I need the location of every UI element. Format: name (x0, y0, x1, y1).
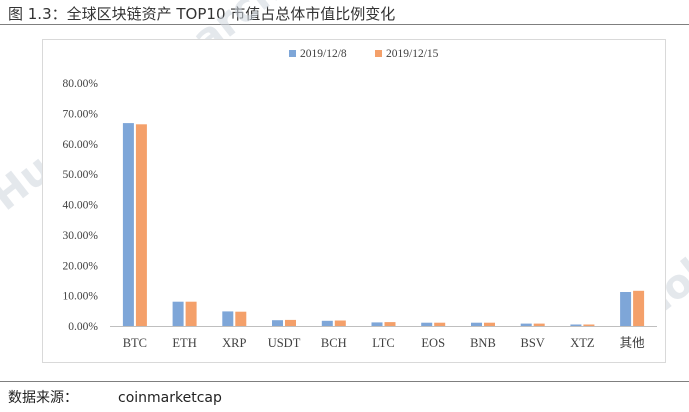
bar-其他-2019/12/15 (633, 290, 645, 326)
bar-EOS-2019/12/8 (421, 322, 433, 326)
legend-swatch (289, 50, 296, 57)
x-tick-label: XRP (222, 336, 246, 350)
y-tick-label: 20.00% (63, 260, 99, 272)
legend-swatch (375, 50, 382, 57)
y-tick-label: 40.00% (63, 200, 99, 212)
bar-BNB-2019/12/15 (484, 322, 495, 326)
source-label: 数据来源： (8, 390, 78, 406)
source-divider (0, 381, 689, 382)
bar-XTZ-2019/12/15 (583, 324, 595, 326)
bar-ETH-2019/12/8 (172, 301, 184, 326)
x-tick-label: BNB (470, 336, 496, 350)
bar-LTC-2019/12/15 (384, 322, 396, 326)
title-divider (0, 24, 689, 25)
y-tick-label: 50.00% (63, 169, 99, 181)
x-tick-label: USDT (268, 336, 301, 350)
y-tick-label: 60.00% (63, 139, 99, 151)
x-tick-label: LTC (372, 336, 394, 350)
bar-BNB-2019/12/8 (471, 322, 482, 326)
bar-XTZ-2019/12/8 (570, 324, 582, 326)
legend-label: 2019/12/8 (300, 48, 347, 60)
x-tick-label: BTC (123, 336, 147, 350)
x-tick-label: XTZ (570, 336, 594, 350)
bar-BSV-2019/12/15 (533, 323, 545, 326)
bar-LTC-2019/12/8 (371, 322, 383, 326)
figure-title: 图 1.3：全球区块链资产 TOP10 市值占总体市值比例变化 (8, 5, 396, 23)
bar-EOS-2019/12/15 (434, 322, 446, 326)
y-tick-label: 0.00% (68, 321, 98, 333)
legend-label: 2019/12/15 (386, 48, 439, 60)
x-tick-label: 其他 (620, 336, 646, 350)
x-tick-label: EOS (421, 336, 445, 350)
bar-XRP-2019/12/15 (235, 311, 247, 326)
bar-其他-2019/12/8 (620, 292, 632, 326)
bar-ETH-2019/12/15 (185, 301, 197, 326)
bar-BTC-2019/12/8 (122, 123, 134, 326)
x-tick-label: ETH (172, 336, 196, 350)
y-tick-label: 80.00% (63, 78, 99, 90)
bar-USDT-2019/12/8 (272, 320, 283, 326)
bar-USDT-2019/12/15 (285, 319, 296, 326)
y-tick-label: 10.00% (63, 291, 99, 303)
y-tick-label: 30.00% (63, 230, 99, 242)
bar-BCH-2019/12/8 (321, 320, 333, 326)
source-value: coinmarketcap (118, 390, 222, 406)
bar-BTC-2019/12/15 (135, 124, 147, 326)
source-line: 数据来源： coinmarketcap (8, 387, 222, 407)
x-tick-label: BCH (321, 336, 347, 350)
bar-XRP-2019/12/8 (222, 311, 234, 326)
bar-BCH-2019/12/15 (334, 320, 346, 326)
x-tick-label: BSV (521, 336, 545, 350)
bar-BSV-2019/12/8 (520, 323, 532, 326)
y-tick-label: 70.00% (63, 108, 99, 120)
